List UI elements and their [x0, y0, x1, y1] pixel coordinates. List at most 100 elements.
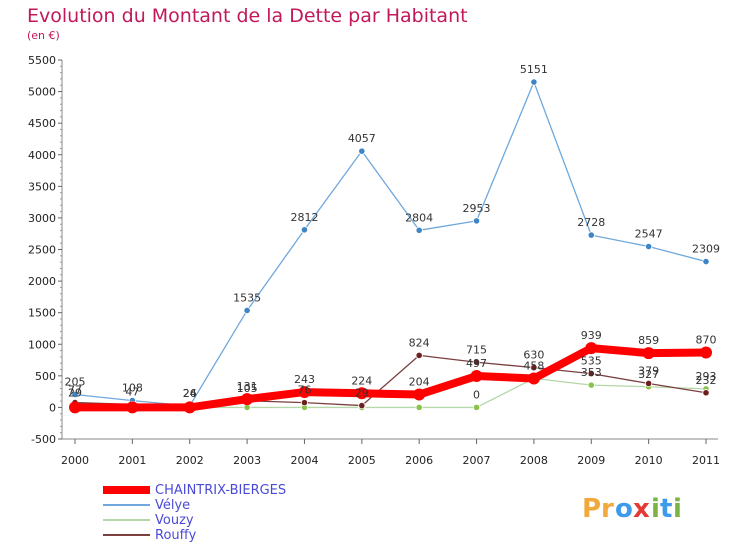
x-tick-label: 2002	[176, 454, 204, 467]
series-point-0	[413, 388, 426, 401]
x-tick-label: 2004	[290, 454, 318, 467]
series-line-3	[74, 354, 707, 407]
series-point-3	[702, 389, 710, 397]
series-point-3	[472, 358, 481, 366]
x-tick-label: 2000	[61, 454, 89, 467]
chart-title: Evolution du Montant de la Dette par Hab…	[27, 5, 468, 27]
data-label-3: 535	[581, 355, 602, 368]
y-tick-label: 1500	[28, 307, 56, 320]
proxiti-logo: P r o x i t i	[582, 494, 682, 524]
data-label-1: 4057	[348, 132, 376, 145]
data-label-3: 76	[297, 384, 311, 397]
data-label-0: 204	[409, 376, 430, 389]
x-tick-label: 2008	[520, 454, 548, 467]
series-point-2	[587, 381, 595, 389]
data-label-2: 29	[68, 387, 82, 400]
data-label-3: 232	[696, 374, 717, 387]
y-tick-label: -500	[31, 433, 56, 446]
data-label-3: 29	[355, 387, 369, 400]
series-point-0	[470, 370, 483, 383]
y-tick-label: 3000	[28, 212, 56, 225]
series-line-1	[74, 81, 707, 407]
series-point-1	[702, 257, 710, 266]
series-point-1	[71, 390, 79, 399]
legend-label-3: Rouffy	[155, 528, 197, 543]
series-point-0	[183, 401, 196, 414]
data-label-2: 353	[581, 366, 602, 379]
legend-label-1: Vélye	[155, 498, 190, 513]
data-label-0: 870	[696, 333, 717, 346]
data-label-2: 293	[696, 370, 717, 383]
x-tick-label: 2011	[692, 454, 720, 467]
x-tick-label: 2010	[635, 454, 663, 467]
data-label-1: 108	[122, 382, 143, 395]
y-tick-label: 4000	[28, 149, 56, 162]
data-label-1: 205	[65, 375, 86, 388]
series-point-3	[415, 351, 423, 359]
x-tick-label: 2009	[577, 454, 605, 467]
axes: -500 0 500 1000 1500 2000 2500 3000 3500 4000 4500…	[28, 54, 720, 467]
series-point-1	[645, 242, 653, 251]
data-label-0: 131	[237, 380, 258, 393]
series-point-2	[415, 403, 423, 412]
logo-letter-i2: i	[673, 494, 682, 524]
x-tick-label: 2005	[348, 454, 376, 467]
series-line-0	[71, 344, 710, 412]
y-tick-label: 5000	[28, 86, 56, 99]
data-label-3: 26	[183, 387, 197, 400]
legend-label-0: CHAINTRIX-BIERGES	[155, 483, 286, 498]
y-tick-label: 0	[49, 401, 56, 414]
series-point-1	[415, 226, 423, 234]
series-point-3	[358, 401, 366, 410]
logo-letter-o: o	[615, 494, 633, 524]
series-point-0	[642, 347, 655, 360]
data-labels: 131 243 224 204 497 458 939 859 870 205 108 24 1535 2…	[65, 63, 721, 401]
data-label-3: 105	[237, 382, 258, 395]
data-label-3: 77	[68, 384, 82, 397]
series-point-3	[587, 370, 595, 378]
series-layer	[69, 78, 712, 414]
y-tick-label: 2000	[28, 275, 56, 288]
data-label-0: 939	[581, 329, 602, 342]
series-point-1	[243, 306, 251, 315]
series-point-0	[69, 401, 81, 414]
data-label-1: 2547	[635, 228, 663, 241]
data-label-0: 224	[351, 374, 372, 387]
y-tick-label: 1000	[28, 338, 56, 351]
data-label-1: 2812	[290, 211, 318, 224]
series-point-2	[243, 403, 251, 412]
series-point-0	[700, 346, 712, 359]
x-tick-label: 2001	[118, 454, 146, 467]
x-tick-label: 2003	[233, 454, 261, 467]
series-point-0	[355, 387, 368, 400]
data-label-1: 2309	[692, 243, 720, 256]
data-label-3: 379	[638, 364, 659, 377]
x-tick-label: 2007	[463, 454, 491, 467]
y-tick-label: 4500	[28, 117, 56, 130]
logo-letter-p: P	[582, 494, 601, 524]
series-point-1	[587, 231, 595, 239]
series-point-0	[527, 372, 540, 385]
data-label-1: 5151	[520, 63, 548, 76]
data-label-1: 2804	[405, 211, 433, 224]
legend-label-2: Vouzy	[155, 513, 194, 528]
series-point-1	[300, 226, 309, 234]
series-point-3	[300, 399, 309, 407]
data-label-2: 0	[473, 388, 480, 401]
series-point-0	[241, 393, 254, 406]
data-label-3: 824	[409, 336, 430, 349]
data-label-1: 2728	[577, 216, 605, 229]
y-tick-label: 2500	[28, 244, 56, 257]
y-tick-label: 3500	[28, 180, 56, 193]
series-point-1	[530, 78, 538, 86]
series-point-3	[530, 364, 538, 372]
chart-subtitle: (en €)	[27, 29, 60, 42]
data-label-3: 630	[523, 349, 544, 362]
data-label-0: 243	[294, 373, 315, 386]
series-point-0	[126, 401, 139, 414]
data-label-1: 2953	[463, 202, 491, 215]
data-label-0: 859	[638, 334, 659, 347]
logo-letter-i1: i	[651, 494, 660, 524]
